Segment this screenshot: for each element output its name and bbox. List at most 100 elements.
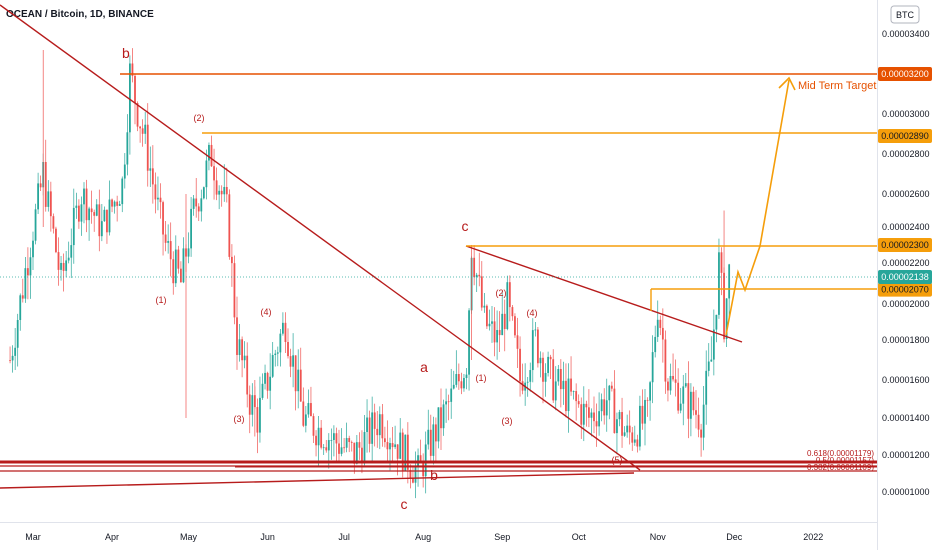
- y-tick-label: 0.00001000: [882, 487, 930, 497]
- wave-label-3-right: (3): [502, 416, 513, 426]
- candle-body: [246, 355, 249, 395]
- candle-body: [526, 381, 529, 383]
- candle-body: [100, 221, 103, 237]
- candle-body: [493, 321, 496, 343]
- candle-body: [463, 377, 465, 389]
- projection-arrowhead: [778, 76, 796, 91]
- candle-body: [613, 388, 616, 434]
- candle-body: [223, 186, 226, 195]
- candle-body: [215, 180, 218, 195]
- candle-body: [14, 347, 17, 356]
- candle-body: [381, 414, 384, 439]
- candle-body: [450, 388, 453, 402]
- candle-body: [725, 298, 728, 339]
- candle-body: [442, 404, 445, 429]
- candle-body: [618, 412, 621, 420]
- candle-body: [491, 321, 493, 324]
- candle-body: [707, 361, 710, 371]
- candle-body: [149, 168, 152, 171]
- candle-body: [483, 305, 486, 308]
- candle-body: [628, 425, 631, 433]
- candle-body: [674, 379, 677, 383]
- currency-badge[interactable]: BTC: [890, 5, 920, 24]
- candle-body: [264, 372, 266, 384]
- candle-body: [598, 411, 600, 427]
- candle-body: [687, 383, 690, 419]
- candle-body: [29, 257, 32, 276]
- candle-body: [366, 417, 368, 433]
- candle-body: [106, 209, 108, 233]
- candle-body: [343, 447, 345, 449]
- candle-body: [590, 412, 593, 418]
- wave-label-4-right: (4): [527, 308, 538, 318]
- candle-body: [27, 268, 29, 276]
- candle-body: [151, 168, 154, 185]
- candle-body: [57, 252, 60, 270]
- candle-body: [200, 198, 203, 212]
- candle-body: [21, 295, 24, 299]
- candle-body: [60, 262, 62, 270]
- candle-body: [506, 282, 509, 330]
- candle-body: [684, 383, 687, 387]
- price-level-tag-label: 0.00002070: [881, 285, 929, 295]
- candle-body: [47, 191, 50, 207]
- candle-body: [656, 319, 659, 337]
- candle-body: [452, 384, 455, 389]
- candle-body: [136, 103, 139, 127]
- candle-body: [435, 424, 437, 442]
- candle-body: [276, 352, 279, 354]
- wave-label-5: (5): [612, 455, 623, 465]
- candle-body: [289, 356, 292, 367]
- candle-body: [75, 205, 78, 208]
- candle-body: [164, 234, 167, 243]
- candle-body: [610, 385, 613, 389]
- wave-label-3-left: (3): [234, 414, 245, 424]
- candle-body: [593, 412, 595, 422]
- candle-body: [552, 359, 555, 401]
- candle-body: [559, 368, 562, 390]
- y-tick-label: 0.00002200: [882, 258, 930, 268]
- wave-label-2-left: (2): [194, 113, 205, 123]
- candle-body: [672, 375, 674, 380]
- candle-body: [391, 443, 394, 448]
- candle-body: [269, 376, 272, 391]
- candle-body: [340, 447, 343, 454]
- candle-body: [266, 372, 269, 391]
- candle-body: [315, 435, 317, 446]
- candle-body: [123, 164, 126, 179]
- y-tick-label: 0.00001400: [882, 413, 930, 423]
- candle-body: [78, 205, 80, 222]
- candle-body: [180, 268, 182, 283]
- candle-body: [641, 405, 644, 424]
- candle-body: [572, 391, 575, 392]
- candle-body: [728, 264, 731, 299]
- candle-body: [414, 467, 417, 483]
- candle-body: [447, 401, 450, 403]
- candle-body: [65, 260, 68, 271]
- candle-body: [348, 438, 351, 443]
- wave-label-2-right: (2): [496, 288, 507, 298]
- candle-body: [327, 440, 330, 451]
- candle-body: [389, 443, 391, 450]
- y-tick-label: 0.00003000: [882, 109, 930, 119]
- candle-body: [371, 412, 374, 444]
- candle-body: [702, 404, 705, 438]
- candle-body: [259, 397, 261, 433]
- y-tick-label: 0.00003400: [882, 29, 930, 39]
- candle-body: [218, 190, 221, 195]
- candle-body: [588, 407, 590, 418]
- x-tick-label: Dec: [726, 532, 743, 542]
- candle-body: [67, 257, 70, 261]
- candle-body: [19, 295, 22, 320]
- candle-body: [480, 276, 483, 308]
- candle-body: [503, 313, 506, 330]
- candle-body: [307, 403, 310, 415]
- candle-body: [333, 433, 335, 440]
- candle-body: [529, 370, 532, 382]
- candle-body: [83, 188, 85, 205]
- candle-body: [396, 444, 399, 459]
- candle-body: [282, 322, 284, 334]
- x-tick-label: May: [180, 532, 198, 542]
- candle-body: [113, 201, 116, 207]
